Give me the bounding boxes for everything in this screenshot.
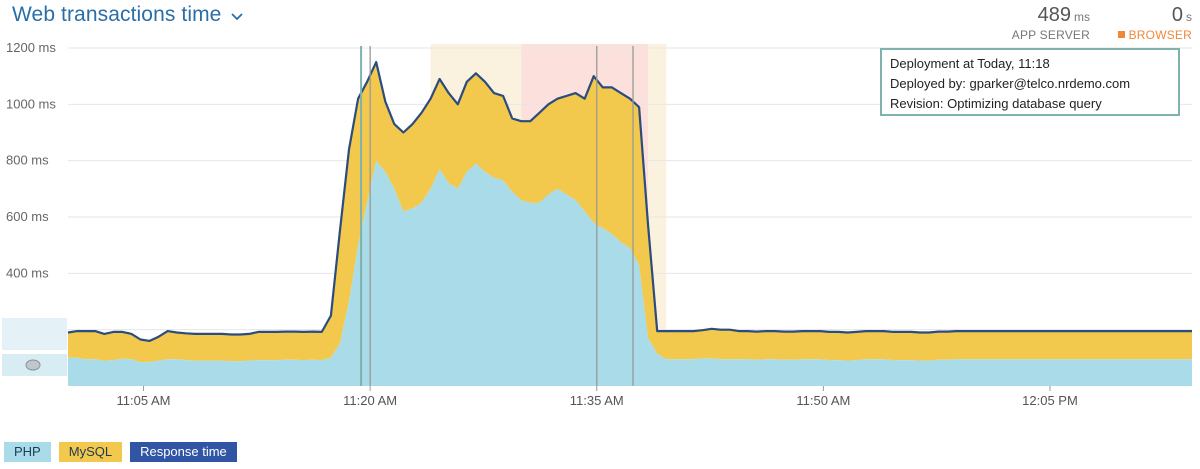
y-tick-label-4: 1000 ms	[6, 96, 56, 111]
browser-label: BROWSER	[1128, 28, 1192, 42]
y-tick-label-3: 800 ms	[6, 153, 49, 168]
y-tick-label-1: 400 ms	[6, 265, 49, 280]
baseline-handle-area	[2, 318, 67, 350]
x-tick-label-0: 11:05 AM	[117, 393, 171, 408]
series-php-area	[68, 160, 1192, 386]
tooltip-deployed-by: Deployed by: gparker@telco.nrdemo.com	[890, 76, 1131, 91]
y-tick-label-2: 600 ms	[6, 209, 49, 224]
x-axis-ticks: 11:05 AM 11:20 AM 11:35 AM 11:50 AM 12:05 PM	[117, 386, 1078, 408]
app-server-metric: 489 ms APP SERVER	[1012, 4, 1090, 42]
chart-title-dropdown[interactable]: Web transactions time	[12, 3, 244, 27]
baseline-zoom-handle[interactable]	[2, 318, 67, 376]
x-tick-label-1: 11:20 AM	[343, 393, 397, 408]
chevron-down-icon	[231, 12, 244, 20]
browser-color-square-icon	[1117, 31, 1125, 38]
area-series	[67, 61, 1192, 386]
deployment-tooltip: Deployment at Today, 11:18 Deployed by: …	[880, 48, 1180, 116]
legend-php[interactable]: PHP	[4, 442, 51, 462]
x-tick-label-4: 12:05 PM	[1022, 393, 1078, 408]
chart-title: Web transactions time	[12, 3, 222, 26]
x-tick-label-2: 11:35 AM	[570, 393, 624, 408]
series-response-time-line	[67, 61, 1192, 342]
browser-unit: s	[1186, 10, 1192, 24]
app-server-label: APP SERVER	[1011, 28, 1090, 42]
y-tick-label-5: 1200 ms	[6, 40, 56, 55]
legend-response-time[interactable]: Response time	[130, 442, 237, 462]
browser-value: 0	[1171, 4, 1183, 26]
app-server-value: 489	[1037, 4, 1071, 26]
chart-legend: PHP MySQL Response time	[4, 442, 237, 462]
event-markers	[360, 46, 634, 386]
app-server-unit: ms	[1074, 10, 1090, 24]
drag-handle-icon[interactable]	[25, 359, 41, 371]
series-mysql-area	[68, 62, 1192, 363]
tooltip-revision: Revision: Optimizing database query	[890, 96, 1102, 111]
tooltip-deployment-time: Deployment at Today, 11:18	[890, 56, 1050, 71]
legend-mysql[interactable]: MySQL	[58, 442, 123, 462]
x-tick-label-3: 11:50 AM	[796, 393, 850, 408]
